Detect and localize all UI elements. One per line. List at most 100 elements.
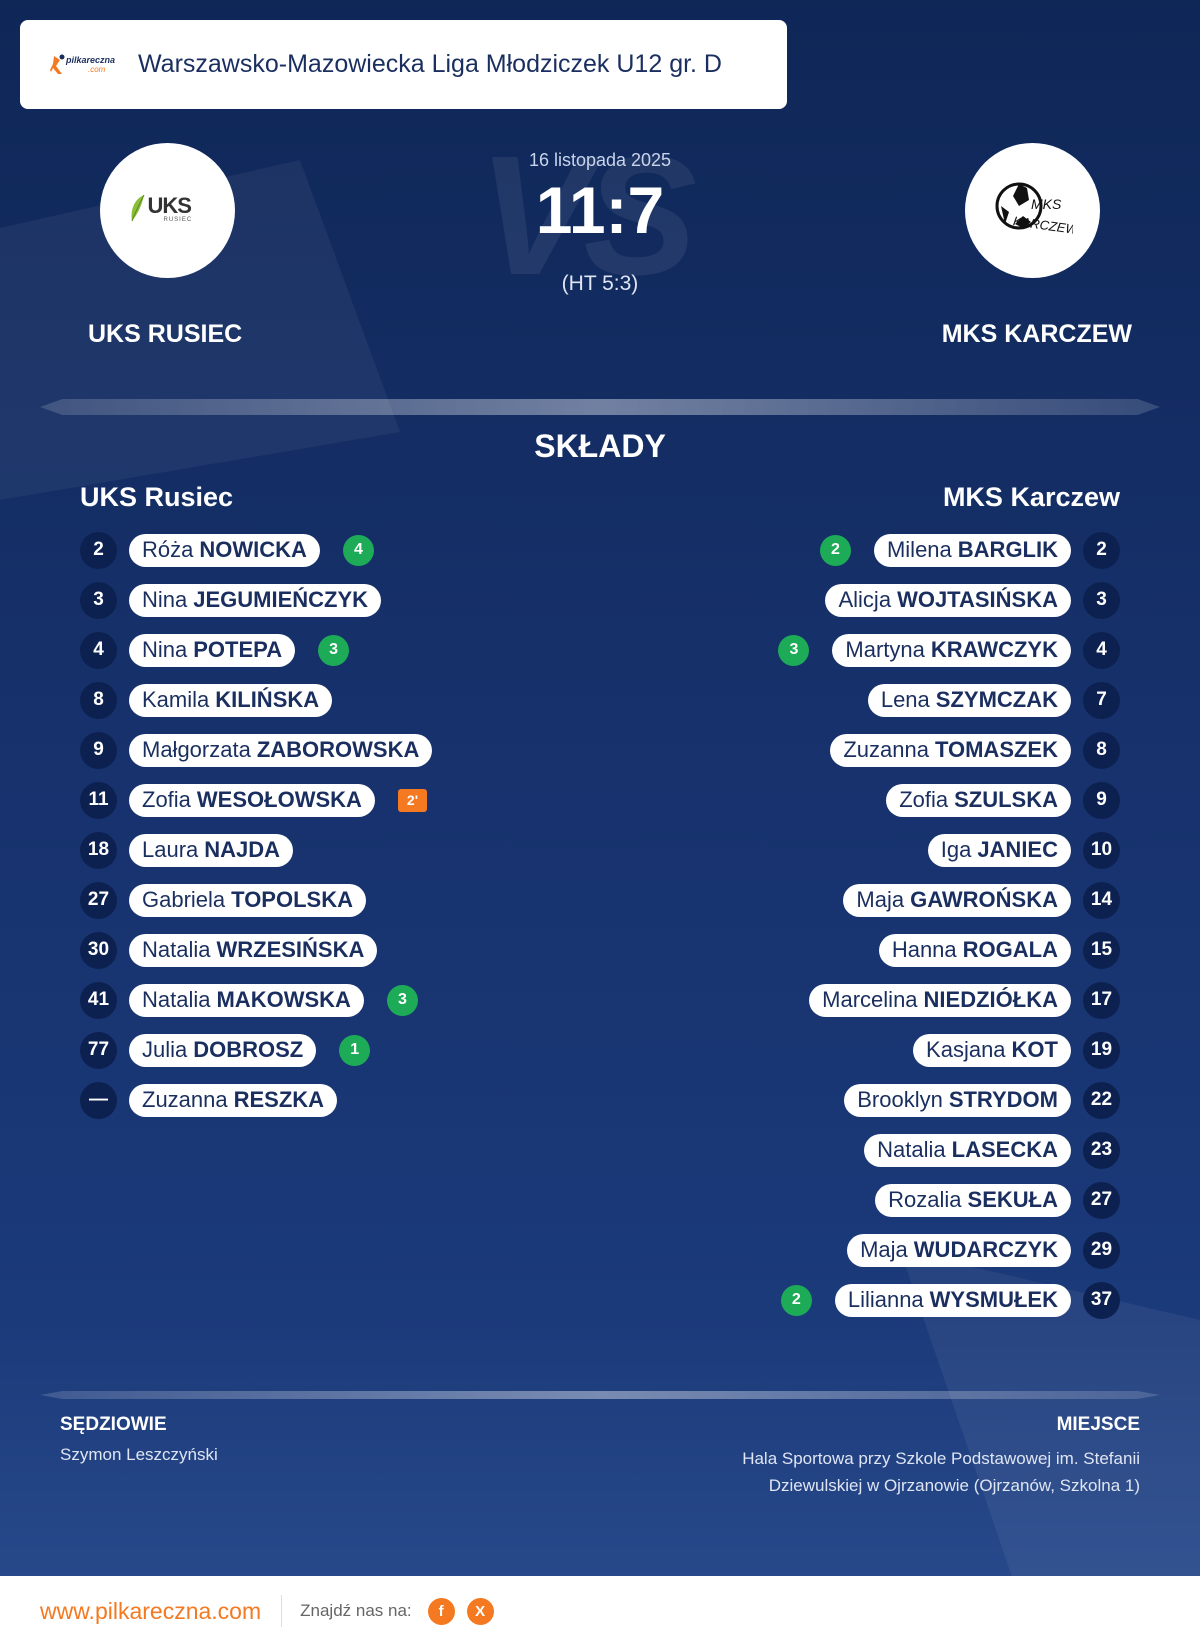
logo-text: UKS: [147, 192, 192, 218]
player-name-pill[interactable]: Zuzanna TOMASZEK: [830, 733, 1071, 767]
player-name-pill[interactable]: Natalia MAKOWSKA: [129, 983, 364, 1017]
player-first-name: Zuzanna: [843, 737, 929, 762]
player-last-name: POTEPA: [193, 637, 283, 662]
player-last-name: RESZKA: [233, 1087, 325, 1112]
player-name-pill[interactable]: Brooklyn STRYDOM: [844, 1083, 1071, 1117]
facebook-icon[interactable]: f: [427, 1597, 455, 1625]
player-first-name: Milena: [886, 537, 952, 562]
player-first-name: Gabriela: [142, 887, 226, 912]
player-name-pill[interactable]: Maja GAWROŃSKA: [843, 883, 1071, 917]
player-name-pill[interactable]: Milena BARGLIK: [873, 533, 1071, 567]
player-first-name: Brooklyn: [857, 1087, 943, 1112]
player-row: Maja WUDARCZYK 29: [778, 1225, 1120, 1275]
player-row: 8 Kamila KILIŃSKA: [80, 675, 432, 725]
player-first-name: Natalia: [877, 1137, 946, 1162]
player-row: 11 Zofia WESOŁOWSKA 2': [80, 775, 432, 825]
player-first-name: Natalia: [142, 987, 211, 1012]
player-first-name: Nina: [142, 587, 188, 612]
player-last-name: TOPOLSKA: [231, 887, 353, 912]
vs-watermark: VS: [478, 121, 697, 311]
player-row: Natalia LASECKA 23: [778, 1125, 1120, 1175]
player-name-pill[interactable]: Gabriela TOPOLSKA: [129, 883, 366, 917]
player-row: Zofia SZULSKA 9: [778, 775, 1120, 825]
squads-title: SKŁADY: [534, 428, 666, 464]
player-first-name: Marcelina: [822, 987, 918, 1012]
player-row: 2 Milena BARGLIK 2: [778, 525, 1120, 575]
player-name-pill[interactable]: Małgorzata ZABOROWSKA: [129, 733, 433, 767]
player-name-pill[interactable]: Lilianna WYSMUŁEK: [834, 1283, 1071, 1317]
player-row: 27 Gabriela TOPOLSKA: [80, 875, 432, 925]
player-number: 29: [1083, 1231, 1120, 1269]
player-row: Kasjana KOT 19: [778, 1025, 1120, 1075]
goals-badge: 4: [342, 534, 374, 566]
player-number: 8: [80, 681, 117, 719]
pilkareczna-logo[interactable]: pilkareczna .com: [50, 50, 122, 80]
player-row: Iga JANIEC 10: [778, 825, 1120, 875]
player-first-name: Kasjana: [926, 1037, 1006, 1062]
player-first-name: Julia: [142, 1037, 188, 1062]
player-name-pill[interactable]: Kasjana KOT: [913, 1033, 1071, 1067]
svg-text:MKS: MKS: [1031, 196, 1062, 212]
player-name-pill[interactable]: Hanna ROGALA: [878, 933, 1071, 967]
player-row: Alicja WOJTASIŃSKA 3: [778, 575, 1120, 625]
player-name-pill[interactable]: Róża NOWICKA: [129, 533, 320, 567]
player-first-name: Małgorzata: [142, 737, 251, 762]
goals-badge: 1: [339, 1034, 371, 1066]
goals-badge: 3: [778, 634, 810, 666]
half-time-score: (HT 5:3): [561, 272, 639, 295]
leaf-icon: [131, 194, 144, 221]
player-last-name: GAWROŃSKA: [910, 887, 1058, 912]
player-name-pill[interactable]: Nina JEGUMIEŃCZYK: [129, 583, 382, 617]
player-number: 11: [80, 781, 117, 819]
player-name-pill[interactable]: Zuzanna RESZKA: [129, 1083, 338, 1117]
player-name-pill[interactable]: Nina POTEPA: [129, 633, 296, 667]
player-last-name: WESOŁOWSKA: [196, 787, 362, 812]
player-name-pill[interactable]: Natalia WRZESIŃSKA: [129, 933, 378, 967]
player-last-name: KOT: [1011, 1037, 1058, 1062]
player-number: 9: [1083, 781, 1120, 819]
divider: [40, 1391, 1160, 1399]
player-last-name: KRAWCZYK: [930, 637, 1058, 662]
player-name-pill[interactable]: Maja WUDARCZYK: [847, 1233, 1071, 1267]
player-row: 2 Lilianna WYSMUŁEK 37: [778, 1275, 1120, 1325]
player-name-pill[interactable]: Zofia SZULSKA: [886, 783, 1071, 817]
player-last-name: WUDARCZYK: [913, 1237, 1058, 1262]
referees-label: SĘDZIOWIE: [60, 1414, 167, 1435]
player-name-pill[interactable]: Iga JANIEC: [927, 833, 1071, 867]
player-last-name: WOJTASIŃSKA: [897, 587, 1058, 612]
player-row: — Zuzanna RESZKA: [80, 1075, 432, 1125]
player-name-pill[interactable]: Kamila KILIŃSKA: [129, 683, 333, 717]
player-name-pill[interactable]: Julia DOBROSZ: [129, 1033, 317, 1067]
player-number: 22: [1083, 1081, 1120, 1119]
footer: www.pilkareczna.com Znajdź nas na: f X: [0, 1576, 1200, 1646]
player-row: Lena SZYMCZAK 7: [778, 675, 1120, 725]
player-number: 41: [80, 981, 117, 1019]
home-team-logo[interactable]: UKS RUSIEC: [100, 143, 235, 278]
goals-badge: 3: [318, 634, 350, 666]
player-first-name: Alicja: [838, 587, 892, 612]
player-name-pill[interactable]: Rozalia SEKUŁA: [875, 1183, 1071, 1217]
player-name-pill[interactable]: Marcelina NIEDZIÓŁKA: [809, 983, 1071, 1017]
x-icon[interactable]: X: [466, 1597, 494, 1625]
player-row: 4 Nina POTEPA 3: [80, 625, 432, 675]
player-first-name: Maja: [856, 887, 905, 912]
player-row: Brooklyn STRYDOM 22: [778, 1075, 1120, 1125]
player-row: Maja GAWROŃSKA 14: [778, 875, 1120, 925]
svg-text:KARCZEW: KARCZEW: [1012, 213, 1073, 237]
player-name-pill[interactable]: Martyna KRAWCZYK: [832, 633, 1071, 667]
player-number: 10: [1083, 831, 1120, 869]
player-name-pill[interactable]: Laura NAJDA: [129, 833, 294, 867]
away-squad-title: MKS Karczew: [942, 482, 1120, 512]
player-name-pill[interactable]: Natalia LASECKA: [864, 1133, 1071, 1167]
player-last-name: WYSMUŁEK: [929, 1287, 1058, 1312]
player-first-name: Martyna: [845, 637, 925, 662]
player-name-pill[interactable]: Lena SZYMCZAK: [867, 683, 1071, 717]
player-name-pill[interactable]: Alicja WOJTASIŃSKA: [825, 583, 1071, 617]
website-link[interactable]: www.pilkareczna.com: [40, 1597, 262, 1624]
player-name-pill[interactable]: Zofia WESOŁOWSKA: [129, 783, 375, 817]
home-squad-title: UKS Rusiec: [80, 482, 234, 512]
player-last-name: NIEDZIÓŁKA: [923, 987, 1058, 1012]
player-last-name: LASECKA: [951, 1137, 1058, 1162]
away-team-logo[interactable]: MKS KARCZEW: [965, 143, 1100, 278]
player-row: 3 Nina JEGUMIEŃCZYK: [80, 575, 432, 625]
